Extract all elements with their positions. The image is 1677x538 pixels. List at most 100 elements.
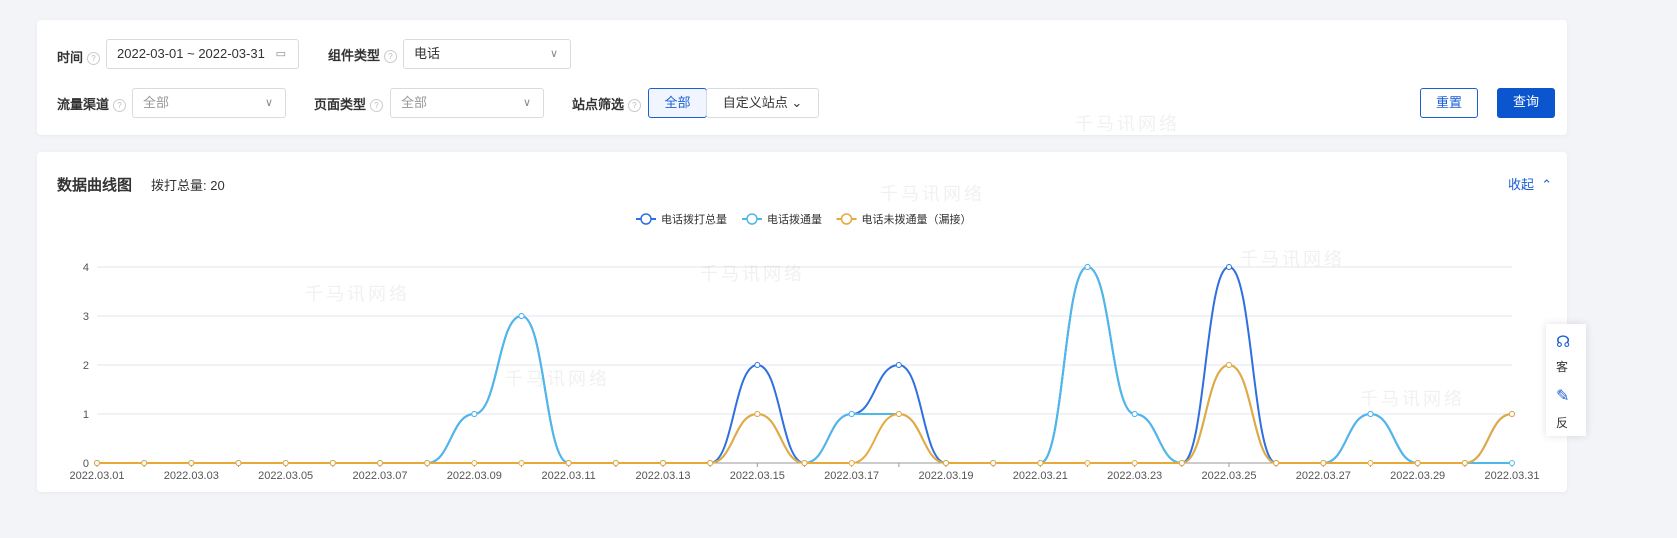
data-point: [141, 460, 148, 466]
data-point: [1131, 411, 1138, 417]
total-calls: 拨打总量: 20: [151, 178, 225, 193]
data-point: [282, 460, 289, 466]
x-tick-label: 2022.03.03: [164, 470, 219, 482]
data-point: [1178, 460, 1185, 466]
data-point: [1273, 460, 1280, 466]
data-point: [94, 460, 100, 466]
watermark: 千马讯网络: [1360, 389, 1465, 409]
x-tick-label: 2022.03.01: [69, 470, 124, 482]
y-tick-label: 2: [83, 360, 89, 372]
x-tick-label: 2022.03.11: [542, 470, 596, 482]
site-all-button[interactable]: 全部: [648, 88, 707, 118]
help-icon[interactable]: ?: [384, 50, 398, 63]
x-tick-label: 2022.03.27: [1296, 470, 1351, 482]
x-tick-label: 2022.03.25: [1201, 470, 1256, 482]
data-point: [1461, 460, 1468, 466]
chevron-down-icon: ∨: [549, 48, 558, 60]
chevron-up-icon: ⌃: [1541, 177, 1553, 192]
legend-label: 电话拨打总量: [661, 212, 727, 226]
watermark: 千马讯网络: [1240, 249, 1345, 269]
data-point: [1226, 362, 1232, 368]
x-tick-label: 2022.03.05: [258, 470, 313, 482]
chart-title: 数据曲线图: [57, 177, 133, 194]
customer-service-button[interactable]: 客: [1556, 360, 1569, 374]
watermark: 千马讯网络: [505, 369, 610, 389]
chevron-down-icon: ∨: [264, 97, 273, 109]
pen-icon: ✎: [1556, 388, 1570, 405]
data-point: [1367, 460, 1374, 466]
date-range-input[interactable]: 2022-03-01 ~ 2022-03-31 ▭: [106, 39, 299, 69]
y-tick-label: 1: [83, 409, 89, 421]
legend-label: 电话拨通量: [767, 212, 822, 226]
site-custom-button[interactable]: 自定义站点 ⌄: [706, 88, 819, 118]
y-tick-label: 4: [83, 262, 89, 274]
data-point: [471, 460, 478, 466]
y-tick-label: 0: [83, 458, 89, 470]
data-point: [1084, 264, 1091, 270]
legend-label: 电话未拨通量（漏接）: [862, 212, 972, 226]
data-point: [518, 313, 525, 319]
x-tick-label: 2022.03.07: [352, 470, 407, 482]
data-point: [895, 411, 902, 417]
data-point: [1131, 460, 1138, 466]
data-point: [612, 460, 619, 466]
x-tick-label: 2022.03.19: [918, 470, 973, 482]
data-point: [1320, 460, 1327, 466]
reset-button[interactable]: 重置: [1420, 88, 1478, 118]
data-point: [1509, 411, 1515, 417]
time-label: 时间?: [57, 47, 101, 66]
help-icon[interactable]: ?: [113, 99, 127, 112]
filter-panel: 时间? 2022-03-01 ~ 2022-03-31 ▭ 组件类型? 电话 ∨ 流…: [37, 20, 1567, 135]
data-point: [1509, 460, 1515, 466]
data-point: [235, 460, 242, 466]
x-tick-label: 2022.03.21: [1013, 470, 1068, 482]
data-point: [754, 411, 761, 417]
data-point: [848, 411, 855, 417]
x-tick-label: 2022.03.31: [1484, 470, 1539, 482]
chevron-down-icon: ⌄: [791, 95, 803, 110]
data-point: [660, 460, 666, 466]
help-icon[interactable]: ?: [87, 52, 101, 65]
x-tick-label: 2022.03.17: [824, 470, 879, 482]
data-point: [801, 460, 808, 466]
data-point: [1367, 411, 1374, 417]
collapse-button[interactable]: 收起 ⌃: [1508, 177, 1553, 192]
page-type-select[interactable]: 全部 ∨: [390, 88, 544, 118]
data-point: [424, 460, 431, 466]
data-point: [565, 460, 572, 466]
help-icon[interactable]: ?: [370, 99, 384, 112]
help-icon[interactable]: ?: [628, 99, 642, 112]
component-type-select[interactable]: 电话 ∨: [403, 39, 571, 69]
side-panel: ☊ 客 ✎ 反: [1546, 324, 1586, 436]
x-tick-label: 2022.03.13: [635, 470, 690, 482]
data-point: [990, 460, 997, 466]
chart-card: 数据曲线图 拨打总量: 20 收起 ⌃: [37, 152, 1567, 492]
data-point: [848, 460, 855, 466]
watermark: 千马讯网络: [880, 184, 985, 204]
data-point: [377, 460, 383, 466]
calendar-icon: ▭: [275, 48, 286, 60]
legend-marker: [746, 213, 758, 225]
channel-select[interactable]: 全部 ∨: [132, 88, 286, 118]
chevron-down-icon: ∨: [522, 97, 531, 109]
x-tick-label: 2022.03.29: [1390, 470, 1445, 482]
data-point: [943, 460, 949, 466]
watermark: 千马讯网络: [1075, 114, 1180, 134]
data-point: [707, 460, 714, 466]
data-point: [754, 362, 761, 368]
feedback-button[interactable]: 反: [1556, 416, 1569, 430]
channel-label: 流量渠道?: [57, 94, 127, 113]
legend-marker: [640, 213, 652, 225]
data-point: [188, 460, 195, 466]
x-tick-label: 2022.03.15: [730, 470, 785, 482]
x-tick-label: 2022.03.23: [1107, 470, 1162, 482]
component-type-label: 组件类型?: [328, 45, 398, 64]
data-point: [1414, 460, 1421, 466]
headset-icon: ☊: [1556, 334, 1571, 351]
query-button[interactable]: 查询: [1497, 88, 1555, 118]
data-point: [1226, 264, 1232, 270]
site-filter-label: 站点筛选?: [572, 94, 642, 113]
watermark: 千马讯网络: [700, 264, 805, 284]
legend-marker: [840, 213, 853, 225]
